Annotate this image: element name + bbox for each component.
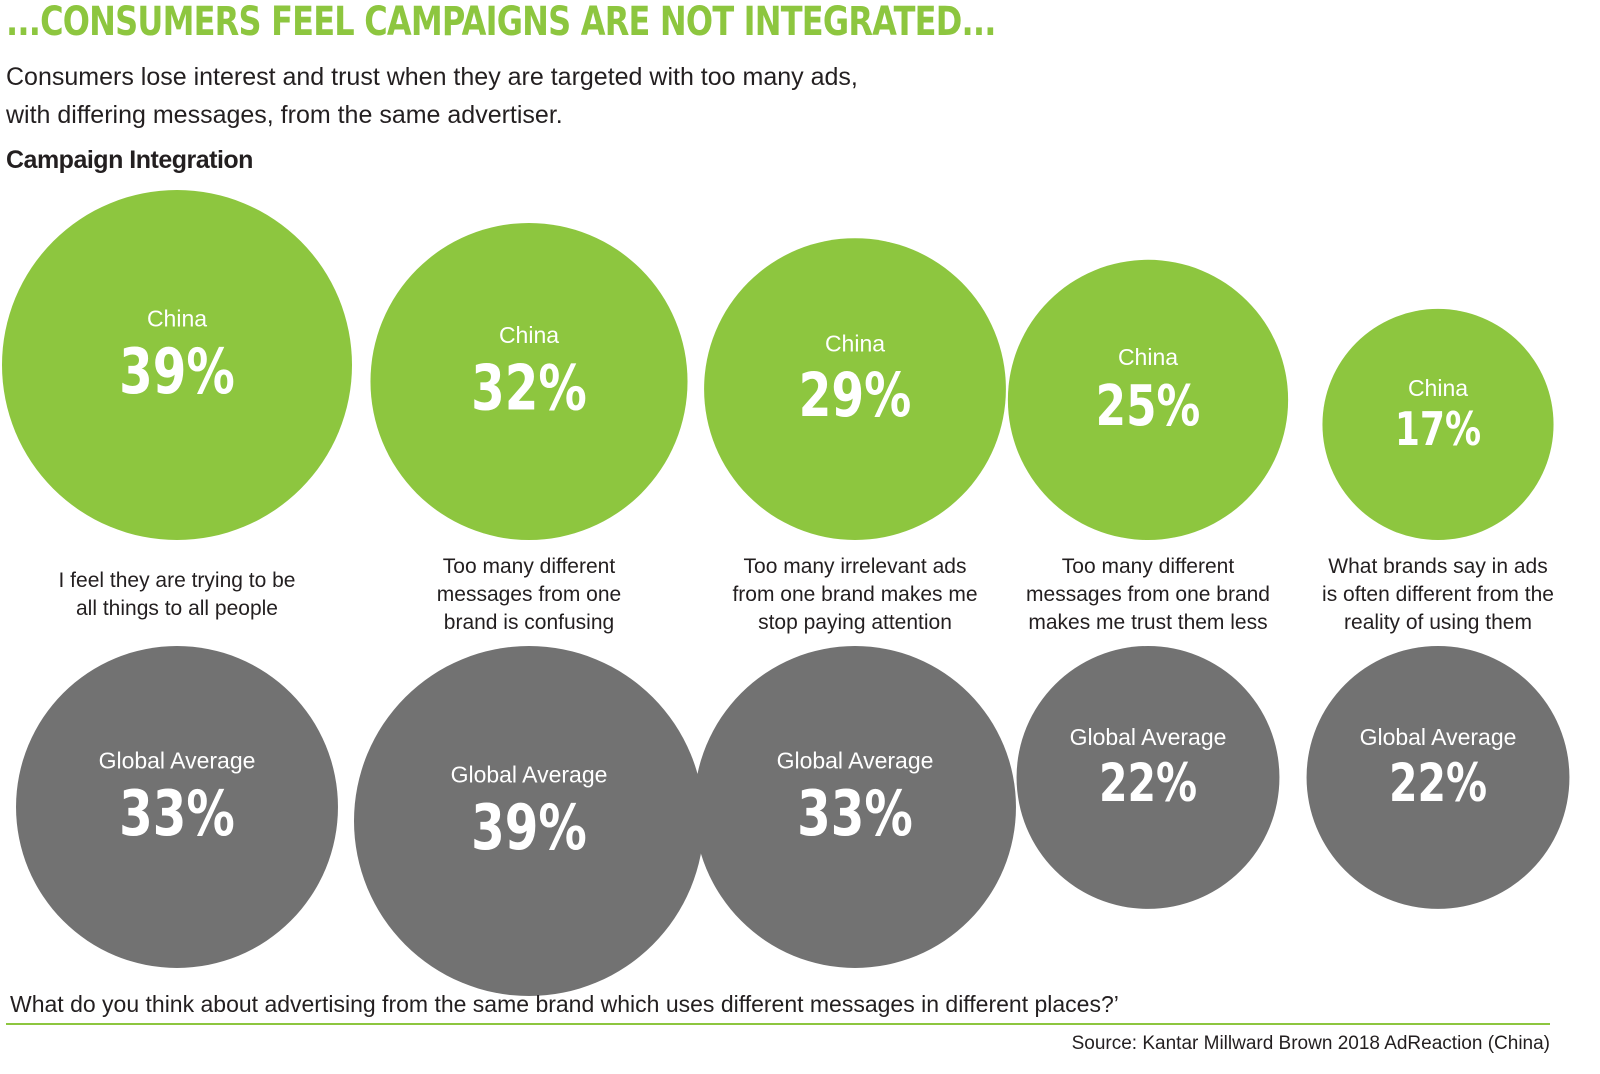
china-value-label-1: 39% [119,336,235,408]
china-circle-1 [2,190,352,540]
china-value-label-3: 29% [799,361,912,431]
china-bubble-2: China 32% [370,222,688,541]
global-circle-1 [16,646,338,968]
category-label-5-line-3: reality of using them [1344,611,1532,634]
subtitle: Consumers lose interest and trust when t… [6,58,1006,134]
china-bubble-4: China 25% [1007,259,1289,540]
category-label-1-line-2: all things to all people [76,597,278,620]
global-bubble-5: Global Average 22% [1306,646,1570,909]
china-series-label-4: China [1118,344,1178,370]
global-circle-5 [1306,646,1570,909]
china-series-label-3: China [825,331,885,357]
china-value-label-2: 32% [471,353,587,425]
global-value-label-4: 22% [1099,753,1197,814]
category-label-5-line-1: What brands say in ads [1328,555,1547,578]
headline: ...CONSUMERS FEEL CAMPAIGNS ARE NOT INTE… [6,0,996,45]
china-bubble-3: China 29% [704,238,1006,541]
chart-title: Campaign Integration [6,146,253,174]
category-label-2-line-3: brand is confusing [444,611,614,634]
global-series-label-5: Global Average [1360,724,1517,750]
subtitle-line-1: Consumers lose interest and trust when t… [6,63,858,91]
category-label-3-line-1: Too many irrelevant ads [744,555,967,578]
global-value-label-3: 33% [797,778,913,850]
china-value-label-5: 17% [1395,403,1481,457]
global-bubble-3: Global Average 33% [694,646,1016,968]
global-bubble-2: Global Average 39% [354,646,704,996]
category-label-4: Too many different messages from one bran… [1026,555,1270,634]
global-circle-3 [694,646,1016,968]
china-circle-5 [1322,308,1554,540]
global-bubble-4: Global Average 22% [1016,646,1280,909]
global-series-label-4: Global Average [1070,724,1227,750]
category-label-5: What brands say in ads is often different… [1322,555,1554,634]
category-label-2-line-2: messages from one [437,583,621,606]
global-value-label-5: 22% [1389,753,1487,814]
divider-line [6,1023,1550,1025]
category-label-2: Too many different messages from one brand… [437,555,621,634]
china-circle-2 [370,222,688,541]
category-label-1: I feel they are trying to be all things t… [59,569,296,620]
china-bubble-1: China 39% [2,190,352,540]
global-circle-4 [1016,646,1280,909]
china-series-label-5: China [1408,375,1468,401]
china-series-label-1: China [147,306,207,332]
category-label-3-line-2: from one brand makes me [732,583,977,606]
category-label-4-line-1: Too many different [1062,555,1235,578]
china-circle-4 [1007,259,1289,540]
category-label-1-line-1: I feel they are trying to be [59,569,296,592]
category-label-4-line-2: messages from one brand [1026,583,1270,606]
china-circle-3 [704,238,1006,541]
source-note: Source: Kantar Millward Brown 2018 AdRea… [1071,1033,1550,1054]
global-series-label-1: Global Average [99,748,256,774]
category-label-2-line-1: Too many different [443,555,616,578]
survey-question: What do you think about advertising from… [10,991,1119,1017]
global-series-label-2: Global Average [451,762,608,788]
global-series-label-3: Global Average [777,748,934,774]
china-series-label-2: China [499,322,559,348]
global-value-label-2: 39% [471,792,587,864]
category-label-3: Too many irrelevant ads from one brand ma… [732,555,977,634]
category-label-4-line-3: makes me trust them less [1028,611,1267,634]
category-label-5-line-2: is often different from the [1322,583,1554,606]
subtitle-line-2: with differing messages, from the same a… [6,101,563,129]
global-bubble-1: Global Average 33% [16,646,338,968]
china-value-label-4: 25% [1096,373,1201,439]
category-label-3-line-3: stop paying attention [758,611,952,634]
global-circle-2 [354,646,704,996]
global-value-label-1: 33% [119,778,235,850]
